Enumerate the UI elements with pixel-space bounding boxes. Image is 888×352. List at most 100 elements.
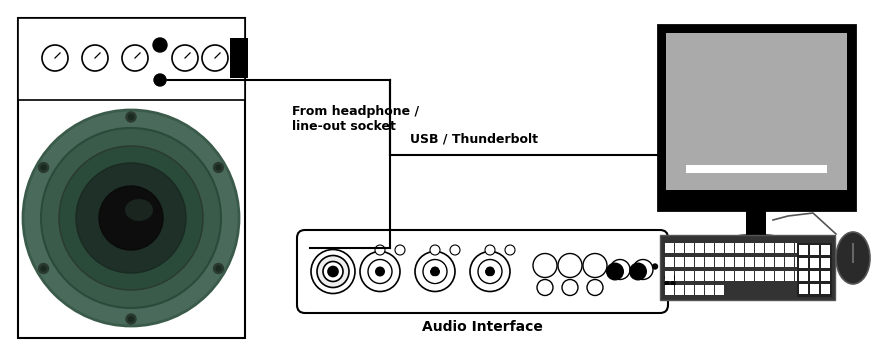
Circle shape [213,163,224,172]
Bar [705,271,714,281]
Circle shape [23,110,239,326]
Bar [815,257,824,267]
Circle shape [653,264,657,269]
Circle shape [216,165,221,170]
Circle shape [99,186,163,250]
Circle shape [587,279,603,295]
Bar [705,243,714,253]
Circle shape [82,45,108,71]
Circle shape [558,253,582,277]
Bar [795,257,804,267]
Bar [765,257,774,267]
Bar [665,271,674,281]
Bar [775,243,784,253]
Bar [805,243,814,253]
Bar [675,285,684,295]
Bar [799,271,808,281]
Ellipse shape [125,199,153,221]
Circle shape [59,146,203,290]
Bar [685,271,694,281]
Bar [685,285,694,295]
Bar [686,165,827,173]
Circle shape [671,276,675,279]
Bar [725,271,734,281]
Bar [695,271,704,281]
Circle shape [415,251,455,291]
Bar [821,271,830,281]
Circle shape [537,279,553,295]
Bar [810,271,819,281]
Bar [685,243,694,253]
Text: USB / Thunderbolt: USB / Thunderbolt [410,132,538,145]
Bar [735,243,744,253]
Circle shape [629,263,647,281]
Bar [745,271,754,281]
Bar [810,284,819,294]
Circle shape [505,245,515,255]
Circle shape [41,165,46,170]
Bar [785,257,794,267]
Circle shape [216,266,221,271]
Bar [821,284,830,294]
Ellipse shape [836,232,870,284]
Bar [746,210,766,240]
Bar [715,285,724,295]
Circle shape [430,245,440,255]
Circle shape [375,266,385,277]
Bar [725,257,734,267]
Bar [705,257,714,267]
Circle shape [38,264,49,274]
Circle shape [126,112,136,122]
Bar [805,257,814,267]
Bar [797,243,832,297]
Bar [810,258,819,268]
Bar [799,284,808,294]
Bar [695,285,704,295]
Bar [755,271,764,281]
Circle shape [368,259,392,283]
Bar [660,235,835,300]
Circle shape [430,266,440,277]
Bar [735,271,744,281]
Bar [765,271,774,281]
Bar [775,257,784,267]
Bar [675,243,684,253]
Circle shape [41,266,46,271]
Bar [775,271,784,281]
Bar [675,257,684,267]
Bar [685,257,694,267]
Bar [745,257,754,267]
Circle shape [311,250,355,294]
Circle shape [76,163,186,273]
Bar [725,243,734,253]
Bar [658,25,855,210]
Circle shape [478,259,502,283]
Bar [665,257,674,267]
Circle shape [485,266,495,277]
Circle shape [122,45,148,71]
Bar [799,258,808,268]
Circle shape [671,282,675,285]
Bar [745,243,754,253]
Bar [18,18,245,100]
Bar [665,285,674,295]
Circle shape [533,253,557,277]
Circle shape [583,253,607,277]
Circle shape [488,277,493,282]
Bar [675,271,684,281]
Bar [821,245,830,255]
Circle shape [425,265,431,270]
Circle shape [606,263,624,281]
Bar [755,243,764,253]
Bar [805,271,814,281]
Bar [705,285,714,295]
Circle shape [480,265,486,270]
Circle shape [38,163,49,172]
Circle shape [172,45,198,71]
Bar [735,257,744,267]
Circle shape [633,259,653,279]
Bar [755,257,764,267]
Circle shape [323,262,343,282]
Circle shape [129,316,133,321]
Bar [765,243,774,253]
